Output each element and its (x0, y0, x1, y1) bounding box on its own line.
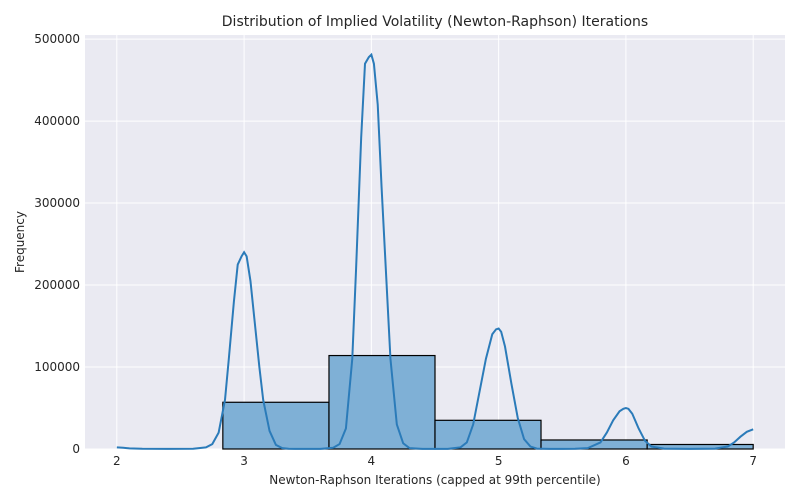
y-tick-label: 100000 (34, 360, 80, 374)
ticks-layer: 2 3 4 5 6 7 0 100000 200000 300000 400000 500000 (34, 32, 757, 468)
histogram-bar (328, 354, 436, 450)
x-tick-label: 7 (749, 454, 757, 468)
y-tick-label: 200000 (34, 278, 80, 292)
y-tick-label: 500000 (34, 32, 80, 46)
y-tick-label: 300000 (34, 196, 80, 210)
kde-curve (116, 52, 754, 450)
x-tick-label: 6 (622, 454, 630, 468)
bars-layer (222, 354, 754, 450)
x-axis-title: Newton-Raphson Iterations (capped at 99t… (269, 473, 600, 487)
y-axis-title: Frequency (13, 211, 27, 273)
y-tick-label: 400000 (34, 114, 80, 128)
histogram-bar (222, 401, 330, 450)
x-tick-label: 4 (368, 454, 376, 468)
histogram-bar (434, 419, 542, 450)
x-tick-label: 2 (113, 454, 121, 468)
x-tick-label: 3 (240, 454, 248, 468)
y-tick-label: 0 (72, 442, 80, 456)
x-tick-label: 5 (495, 454, 503, 468)
chart-title: Distribution of Implied Volatility (Newt… (222, 14, 648, 30)
